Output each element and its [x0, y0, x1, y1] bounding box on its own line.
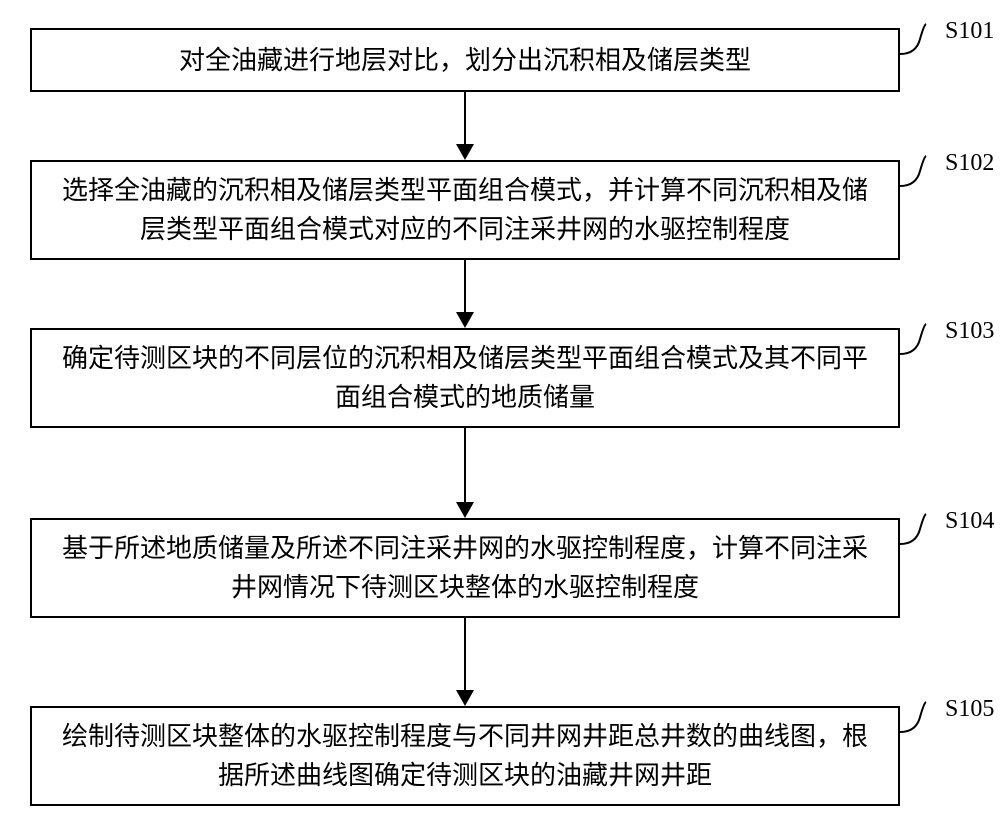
- step-bracket-s103: [898, 320, 930, 360]
- step-text: 基于所述地质储量及所述不同注采井网的水驱控制程度，计算不同注采井网情况下待测区块…: [52, 529, 878, 607]
- step-label-s102: S102: [945, 150, 994, 177]
- flowchart-canvas: 对全油藏进行地层对比，划分出沉积相及储层类型 S101 选择全油藏的沉积相及储层类型…: [0, 0, 1000, 839]
- step-label-s101: S101: [945, 18, 994, 45]
- step-bracket-s105: [898, 698, 930, 738]
- step-box-s104: 基于所述地质储量及所述不同注采井网的水驱控制程度，计算不同注采井网情况下待测区块…: [30, 518, 900, 618]
- arrow-s104-s105: [450, 618, 480, 708]
- step-text: 绘制待测区块整体的水驱控制程度与不同井网井距总井数的曲线图，根据所述曲线图确定待…: [52, 717, 878, 795]
- step-box-s105: 绘制待测区块整体的水驱控制程度与不同井网井距总井数的曲线图，根据所述曲线图确定待…: [30, 706, 900, 806]
- step-bracket-s102: [898, 152, 930, 192]
- step-box-s103: 确定待测区块的不同层位的沉积相及储层类型平面组合模式及其不同平面组合模式的地质储…: [30, 328, 900, 428]
- step-text: 确定待测区块的不同层位的沉积相及储层类型平面组合模式及其不同平面组合模式的地质储…: [52, 339, 878, 417]
- step-bracket-s101: [898, 20, 930, 60]
- step-label-s103: S103: [945, 318, 994, 345]
- step-text: 选择全油藏的沉积相及储层类型平面组合模式，并计算不同沉积相及储层类型平面组合模式…: [52, 171, 878, 249]
- arrow-s101-s102: [450, 92, 480, 162]
- step-label-s105: S105: [945, 696, 994, 723]
- arrow-s103-s104: [450, 428, 480, 520]
- step-text: 对全油藏进行地层对比，划分出沉积相及储层类型: [179, 41, 751, 80]
- step-box-s101: 对全油藏进行地层对比，划分出沉积相及储层类型: [30, 28, 900, 92]
- arrow-s102-s103: [450, 260, 480, 330]
- step-label-s104: S104: [945, 508, 994, 535]
- step-bracket-s104: [898, 510, 930, 550]
- step-box-s102: 选择全油藏的沉积相及储层类型平面组合模式，并计算不同沉积相及储层类型平面组合模式…: [30, 160, 900, 260]
